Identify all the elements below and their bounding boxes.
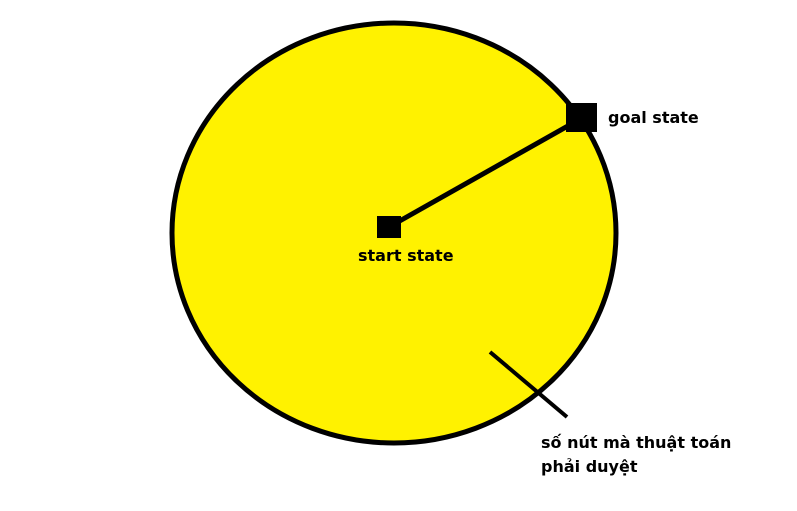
goal-state-node bbox=[566, 103, 597, 132]
goal-state-label: goal state bbox=[608, 108, 699, 127]
start-goal-path bbox=[387, 115, 584, 230]
note-label-line2: phải duyệt bbox=[541, 457, 638, 476]
note-label-line1: số nút mà thuật toán bbox=[541, 433, 731, 452]
start-state-label: start state bbox=[358, 246, 454, 265]
note-pointer-line bbox=[488, 350, 569, 419]
start-state-node bbox=[377, 216, 401, 238]
